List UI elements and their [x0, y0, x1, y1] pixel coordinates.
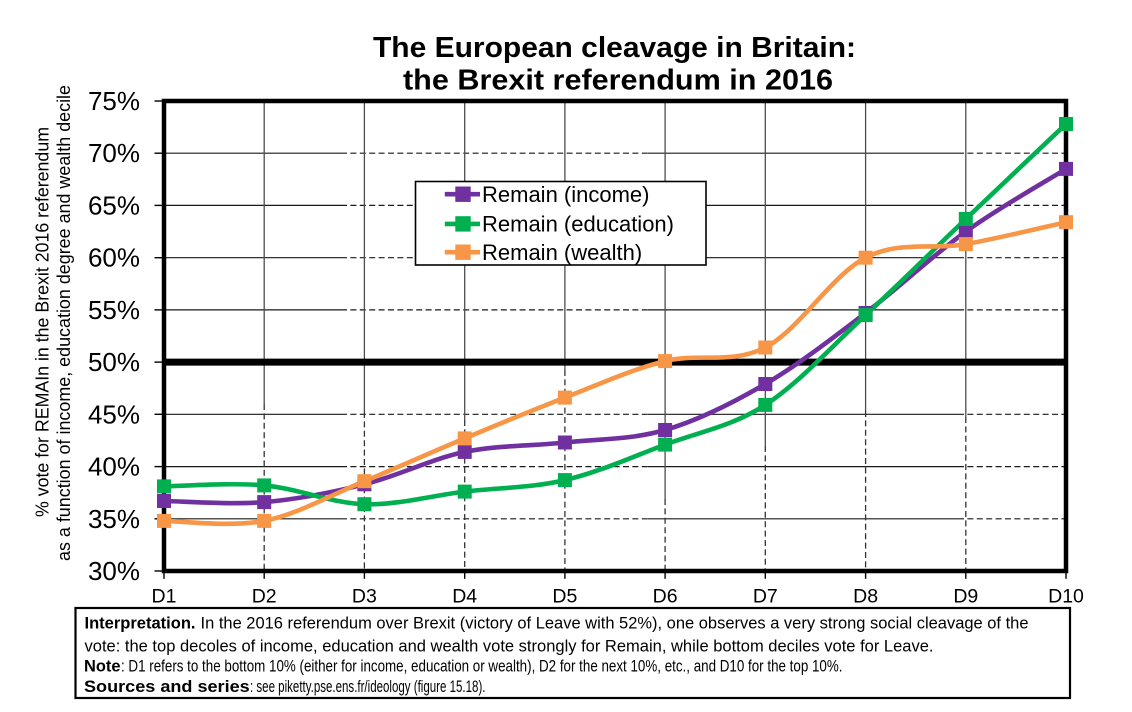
svg-text:D1: D1 — [152, 586, 177, 608]
svg-text:D8: D8 — [853, 586, 878, 608]
svg-text:% vote for REMAIn in the Brexi: % vote for REMAIn in the Brexit 2016 ref… — [33, 127, 53, 517]
svg-text:vote: the top decoles of incom: vote: the top decoles of income, educati… — [85, 637, 934, 656]
svg-text:Note: Note — [84, 657, 121, 676]
svg-text:45%: 45% — [88, 399, 140, 429]
svg-text:D10: D10 — [1048, 586, 1084, 608]
svg-text:Sources and series: Sources and series — [84, 677, 250, 696]
svg-text:70%: 70% — [88, 138, 140, 168]
svg-text:D6: D6 — [653, 586, 678, 608]
svg-text:Interpretation.: Interpretation. — [85, 614, 196, 633]
svg-text:Remain (education): Remain (education) — [482, 212, 674, 237]
svg-text:the Brexit referendum in 2016: the Brexit referendum in 2016 — [403, 65, 833, 97]
svg-text:60%: 60% — [88, 243, 140, 273]
svg-text:: D1 refers to the bottom 10%: : D1 refers to the bottom 10% (either fo… — [121, 657, 843, 676]
svg-text:50%: 50% — [88, 347, 140, 377]
svg-text:Remain (wealth): Remain (wealth) — [482, 240, 642, 265]
svg-text:In the 2016 referendum over Br: In the 2016 referendum over Brexit (vict… — [201, 614, 1029, 633]
svg-text:Remain (income): Remain (income) — [482, 182, 650, 207]
svg-text:35%: 35% — [88, 504, 140, 534]
svg-text:as a function of income, educa: as a function of income, education degre… — [54, 85, 74, 561]
svg-text:30%: 30% — [88, 556, 140, 586]
svg-text:75%: 75% — [88, 86, 140, 116]
svg-text:D9: D9 — [953, 586, 978, 608]
svg-text:D5: D5 — [552, 586, 577, 608]
svg-text:D3: D3 — [352, 586, 377, 608]
svg-text:D4: D4 — [452, 586, 477, 608]
svg-text:55%: 55% — [88, 295, 140, 325]
svg-text:65%: 65% — [88, 190, 140, 220]
svg-text:: see piketty.pse.ens.fr/ideol: : see piketty.pse.ens.fr/ideology (figur… — [250, 677, 486, 696]
svg-text:The European cleavage in Brita: The European cleavage in Britain: — [373, 32, 856, 64]
svg-text:D7: D7 — [753, 586, 778, 608]
svg-text:D2: D2 — [252, 586, 277, 608]
svg-text:40%: 40% — [88, 452, 140, 482]
